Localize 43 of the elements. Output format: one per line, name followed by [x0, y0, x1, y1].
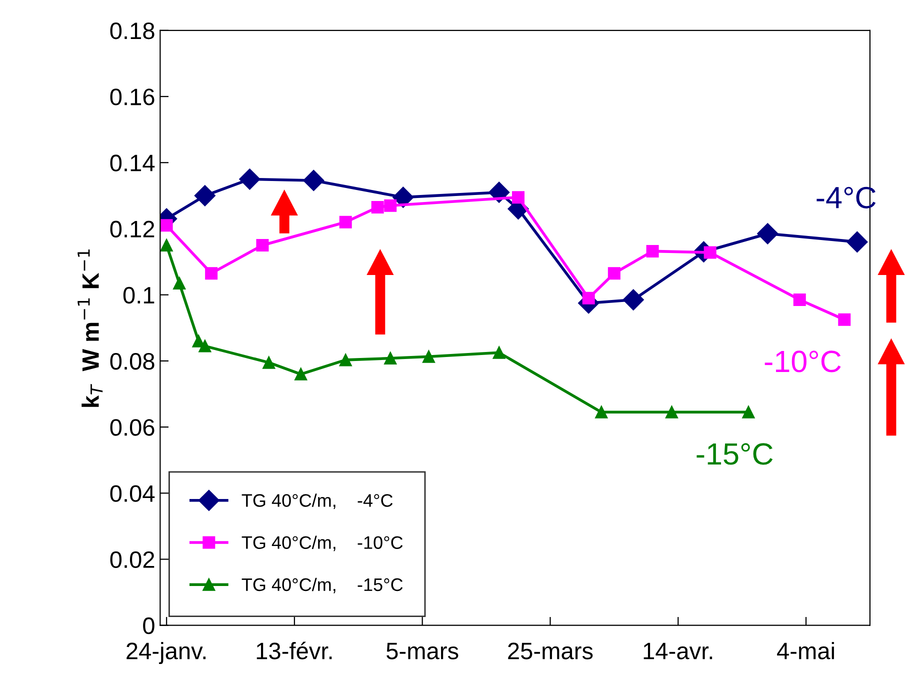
y-tick-label: 0.12 [110, 220, 154, 238]
x-tick-label: 25-mars [508, 642, 593, 660]
point [194, 185, 216, 206]
point [262, 356, 276, 369]
y-tick-label: 0 [143, 617, 154, 634]
y-tick-label: 0.1 [123, 286, 154, 304]
point [595, 406, 608, 418]
point [742, 406, 755, 418]
y-tick-label: 0.14 [110, 154, 155, 172]
x-tick-label: 13-févr. [256, 642, 332, 660]
annotation: -15°C [696, 443, 773, 465]
y-tick-label: 0.16 [110, 88, 154, 106]
point [239, 168, 260, 190]
point [294, 368, 308, 380]
point [757, 223, 778, 244]
x-tick-label: 5-mars [386, 642, 458, 660]
point [198, 340, 212, 352]
y-tick-label: 0.06 [110, 419, 154, 436]
y-tick-label: 0.18 [110, 22, 154, 40]
point [665, 406, 678, 418]
point [704, 246, 716, 259]
x-tick-label: 24-janv. [126, 642, 206, 664]
point [256, 238, 269, 252]
point [622, 289, 644, 310]
point [582, 292, 595, 304]
y-tick-label: 0.04 [110, 485, 155, 502]
legend-label: TG 40°C/m, -4°C [242, 494, 393, 510]
point [205, 267, 218, 280]
legend-label: TG 40°C/m, -10°C [242, 536, 403, 552]
y-axis-title: k$_{T}$ W m$^{−1}$ K$^{−1}$ [78, 250, 103, 407]
point [793, 294, 806, 306]
annotation: -10°C [764, 350, 841, 372]
point [160, 219, 173, 232]
y-tick-label: 0.02 [110, 551, 154, 568]
point [646, 244, 659, 258]
legend-label: TG 40°C/m, -15°C [242, 578, 403, 594]
point [608, 267, 620, 280]
point [173, 277, 186, 290]
point [303, 170, 324, 191]
y-tick-label: 0.08 [110, 353, 154, 370]
x-tick-label: 14-avr. [644, 642, 712, 660]
point [160, 238, 173, 252]
x-tick-label: 4-mai [777, 642, 834, 660]
